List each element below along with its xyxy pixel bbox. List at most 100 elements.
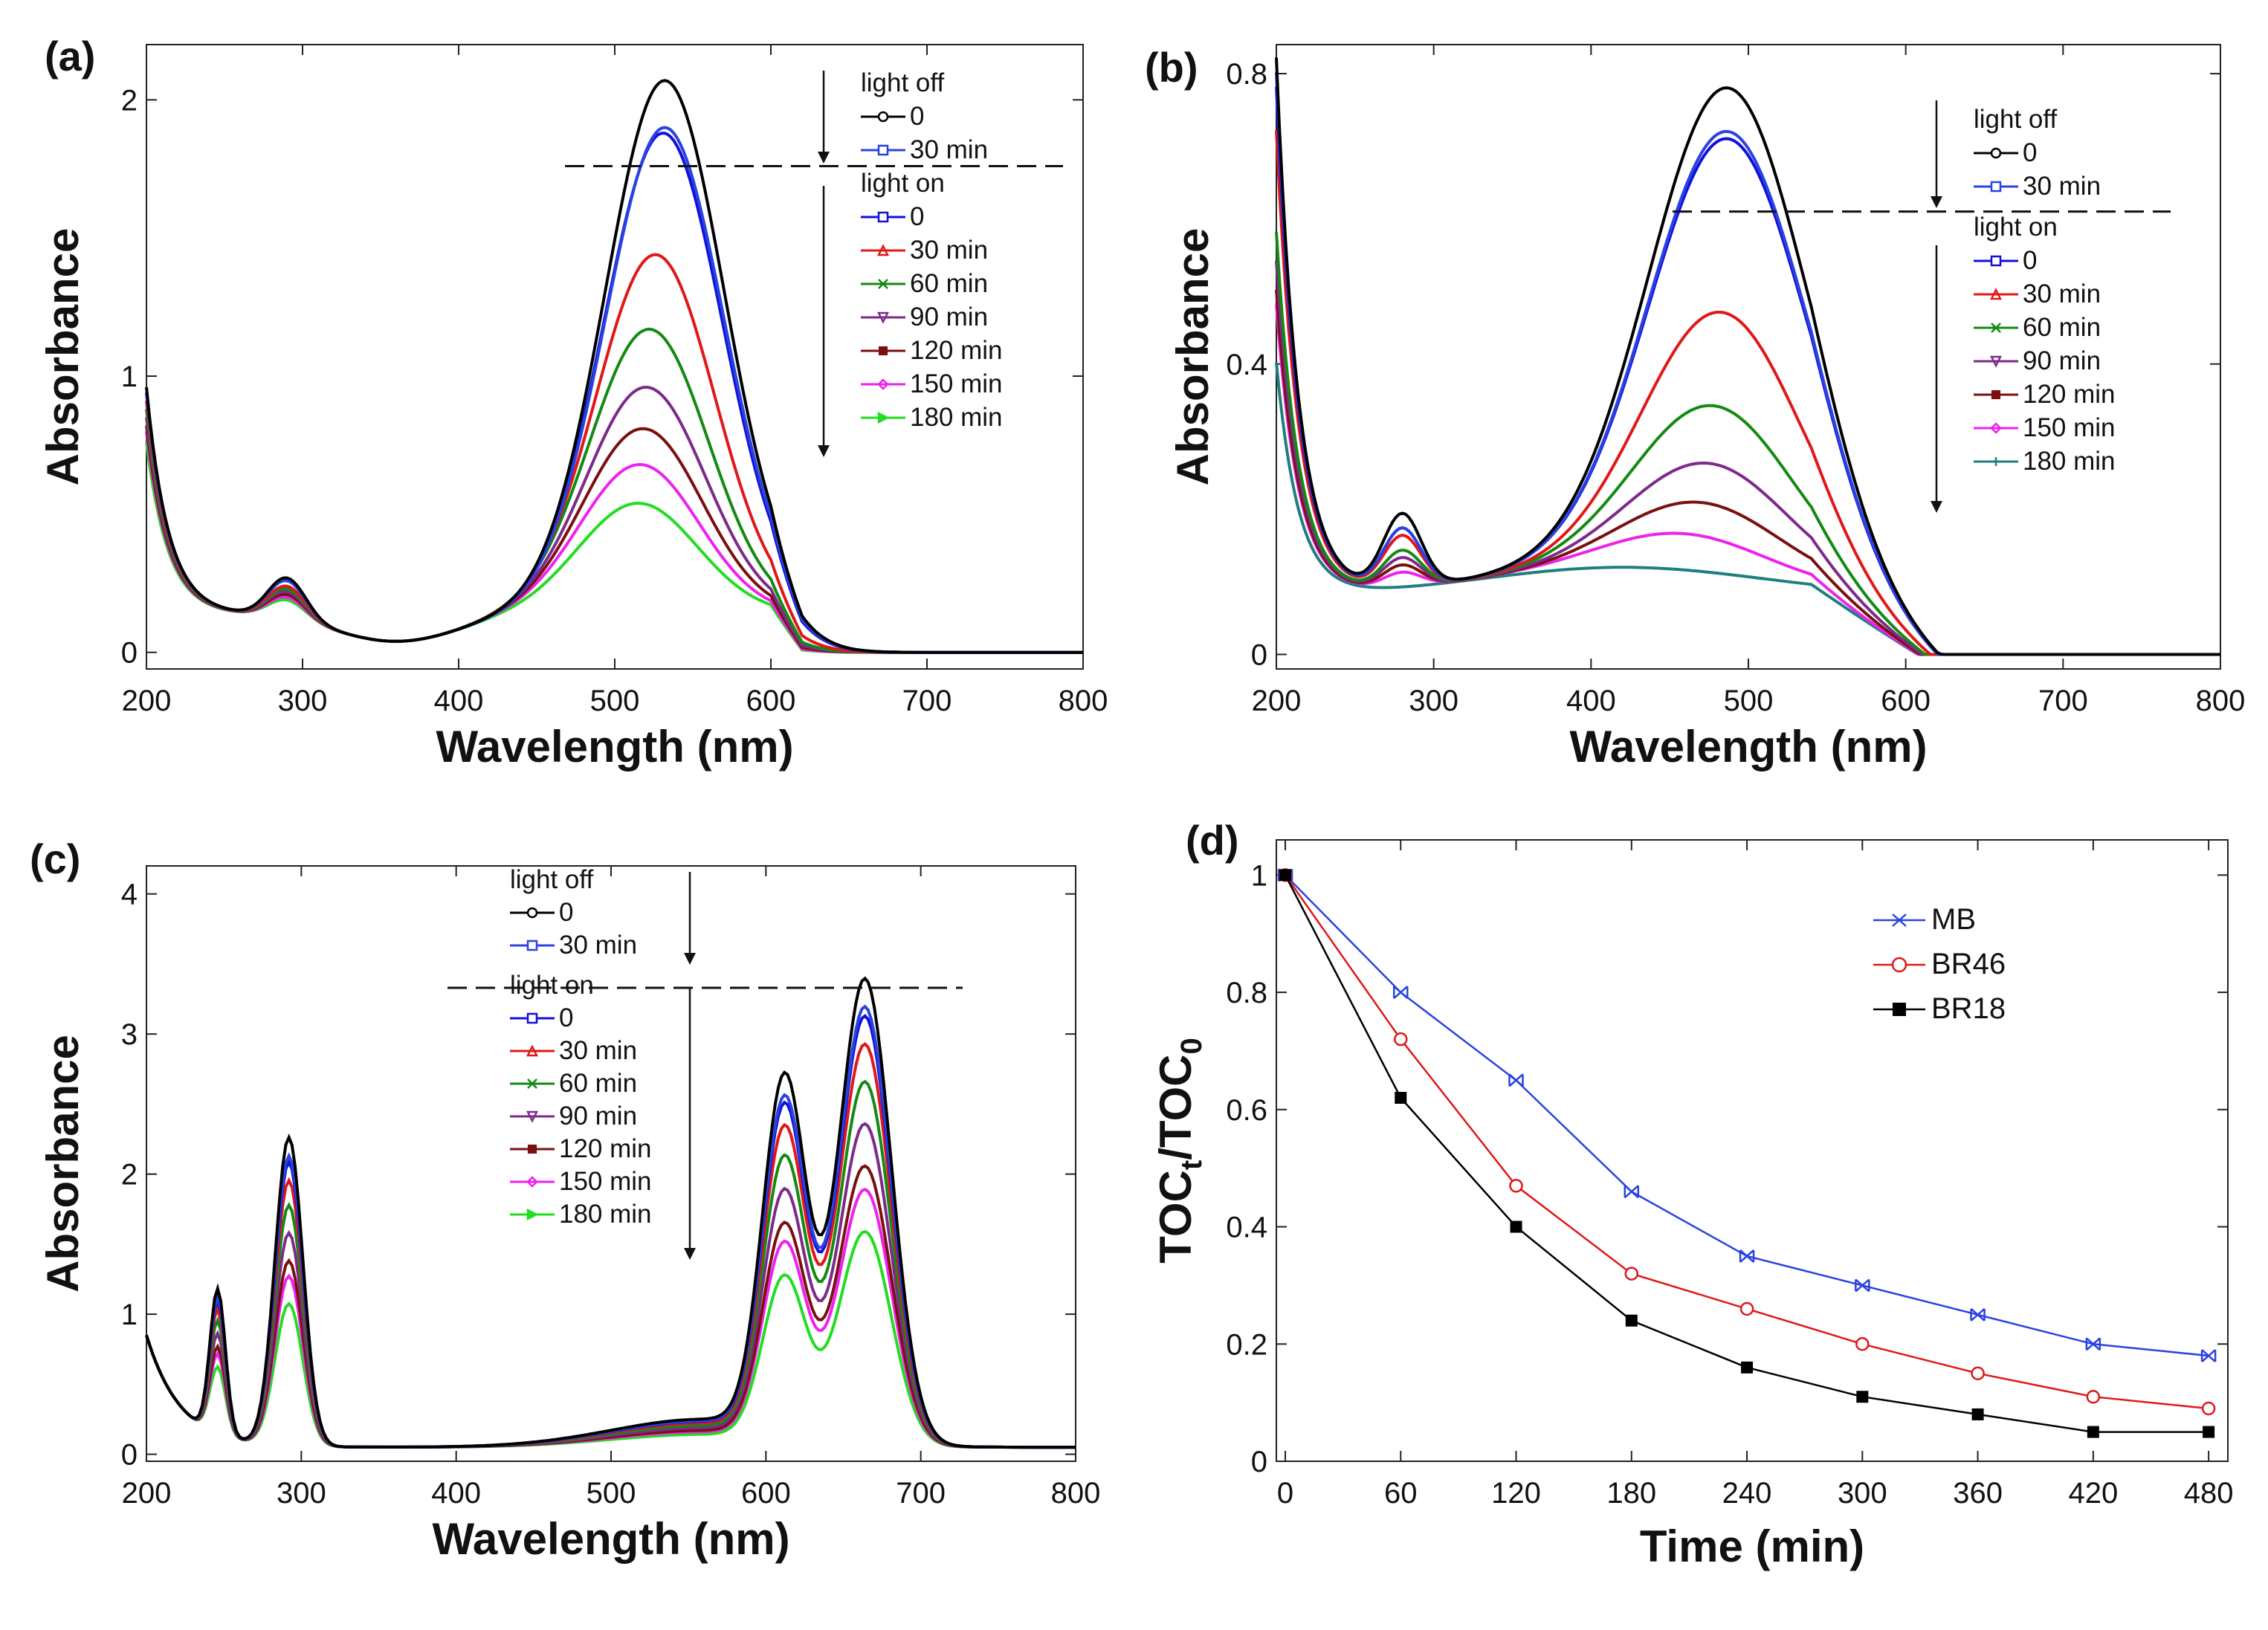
arrow-head (1931, 501, 1942, 513)
y-tick-label: 3 (121, 1018, 138, 1051)
data-point (877, 144, 889, 156)
data-point (1991, 323, 2001, 333)
y-tick-label: 2 (121, 84, 138, 117)
y-tick-label: 0.6 (1226, 1094, 1267, 1127)
data-point (2086, 1389, 2101, 1404)
series-line (145, 425, 1083, 654)
legend-label: 0 (910, 102, 924, 131)
legend-label: 120 min (2023, 380, 2116, 409)
data-point (877, 378, 889, 390)
data-point (1971, 1366, 1985, 1380)
x-tick-label: 120 (1491, 1477, 1541, 1510)
data-point (1508, 1073, 1524, 1087)
y-tick-label: 0 (121, 1439, 138, 1472)
y-tick-label: 0 (1251, 638, 1267, 671)
data-point (526, 1208, 539, 1221)
data-point (1856, 1391, 1869, 1403)
data-point (1741, 1361, 1754, 1374)
series-line (145, 79, 1083, 654)
data-point (1991, 457, 2000, 466)
series-line (145, 442, 1083, 654)
data-point (1970, 1307, 1986, 1322)
data-point (526, 1012, 538, 1024)
legend-marker (1891, 957, 1907, 973)
panel-label: (c) (30, 835, 80, 882)
y-tick-label: 0.4 (1226, 1212, 1267, 1244)
data-point (2201, 1401, 2216, 1416)
y-tick-label: 0.4 (1226, 349, 1267, 381)
data-point (876, 244, 890, 256)
y-axis-title: TOCt/TOC0 (1151, 1038, 1208, 1263)
y-tick-label: 0 (121, 637, 138, 670)
x-tick-label: 700 (902, 685, 952, 717)
x-tick-label: 600 (1881, 685, 1931, 717)
legend-title: light off (861, 68, 944, 97)
arrow-head (818, 152, 830, 164)
y-tick-label: 1 (121, 1298, 138, 1331)
panel-label: (a) (45, 33, 95, 80)
y-tick-label: 1 (1251, 859, 1267, 892)
x-tick-label: 400 (1566, 685, 1616, 717)
data-point (1989, 355, 2003, 368)
data-point (877, 211, 889, 223)
x-tick-label: 600 (741, 1477, 791, 1510)
panel-b: (b) 200 300 400 500 600 700 800 0 0.4 0.8 Waveleng… (1145, 44, 2245, 772)
legend-label: 60 min (910, 269, 988, 298)
arrow-head (684, 953, 696, 965)
legend-label: 0 (2023, 246, 2037, 275)
legend-label: 60 min (559, 1069, 637, 1098)
x-tick-label: 480 (2184, 1477, 2234, 1510)
data-point (1393, 986, 1409, 999)
data-point (1855, 1278, 1870, 1293)
x-tick-label: 0 (1277, 1477, 1293, 1510)
y-tick-label: 0 (1251, 1446, 1267, 1478)
legend-label: 150 min (910, 369, 1003, 398)
y-tick-label: 0.2 (1226, 1328, 1267, 1361)
series-line (145, 431, 1083, 654)
arrow-head (818, 445, 830, 457)
data-point (2087, 1426, 2099, 1438)
legend-label: 30 min (559, 1036, 637, 1065)
x-tick-label: 800 (1059, 685, 1108, 717)
legend-label: 90 min (559, 1102, 637, 1131)
data-point (2085, 1337, 2101, 1351)
y-axis-title: Absorbance (38, 1035, 88, 1293)
data-point (1990, 422, 2002, 434)
x-tick-label: 60 (1384, 1477, 1418, 1510)
x-tick-label: 500 (590, 685, 640, 717)
x-tick-label: 600 (746, 685, 796, 717)
legend-label: 0 (559, 898, 573, 927)
x-axis-title: Wavelength (nm) (1569, 722, 1927, 772)
legend-title: light on (861, 169, 945, 198)
arrow-head (1931, 196, 1942, 208)
x-axis-title: Wavelength (nm) (432, 1514, 789, 1564)
y-axis-title: Absorbance (1168, 228, 1218, 486)
legend-marker (1893, 1003, 1906, 1016)
x-tick-label: 800 (1051, 1477, 1101, 1510)
data-point (1624, 1267, 1639, 1281)
x-tick-label: 200 (122, 1477, 172, 1510)
data-point (1991, 389, 2001, 400)
data-point (1509, 1179, 1523, 1193)
data-point (527, 1144, 537, 1154)
data-point (877, 411, 890, 424)
panel-label: (d) (1186, 817, 1239, 864)
data-point (1739, 1249, 1755, 1263)
x-tick-label: 300 (1838, 1477, 1887, 1510)
data-point (877, 111, 889, 123)
plot-frame (1276, 839, 2229, 1462)
data-point (878, 279, 888, 289)
series-line (145, 1122, 1076, 1449)
data-point (1279, 869, 1291, 882)
y-tick-label: 4 (121, 879, 138, 911)
legend-label: BR18 (1931, 992, 2006, 1025)
legend-label: 60 min (2023, 313, 2101, 342)
legend-label: 0 (910, 202, 924, 231)
data-point (1855, 1337, 1870, 1351)
data-point (526, 907, 538, 919)
y-tick-label: 0.8 (1226, 977, 1267, 1009)
legend-label: 180 min (559, 1200, 652, 1229)
x-tick-label: 500 (1724, 685, 1774, 717)
legend-title: light off (510, 865, 593, 894)
legend-label: 150 min (2023, 413, 2116, 442)
